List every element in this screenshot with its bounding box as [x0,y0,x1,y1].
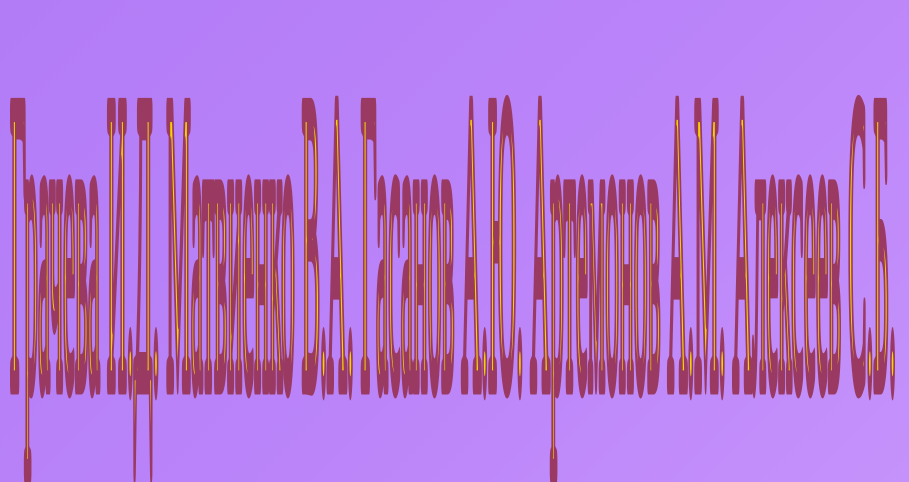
wordart-text: Грачева И.Д. Матвиенко В.А. Гасанов А.Ю.… [10,11,896,473]
